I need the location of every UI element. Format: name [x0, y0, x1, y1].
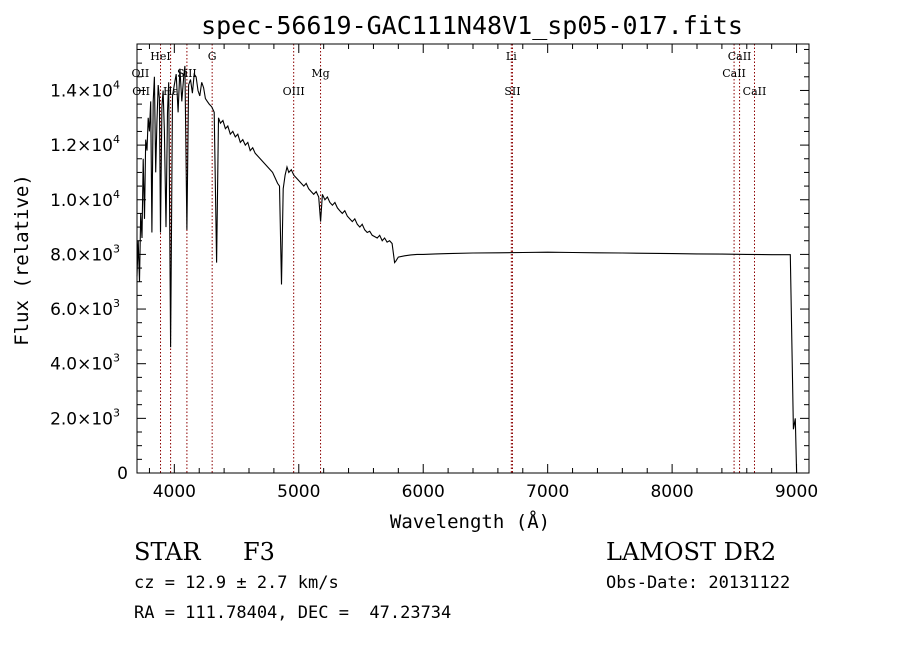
spectral-line-labels: HeI SiII G OII OII Hε Mg OIII Li SII CaII CaII CaII	[132, 50, 767, 98]
coordinates: RA = 111.78404, DEC = 47.23734	[134, 603, 452, 623]
line-label: SiII	[177, 67, 197, 80]
plot-frame	[136, 43, 810, 474]
line-label: CaII	[743, 85, 767, 98]
line-label: G	[208, 50, 217, 63]
y-tick-label: 0	[117, 464, 128, 484]
subclass: F3	[243, 538, 275, 566]
line-label: OII	[132, 85, 150, 98]
line-label: CaII	[728, 50, 752, 63]
line-label: OII	[132, 67, 150, 80]
x-tick-label: 5000	[277, 482, 320, 502]
x-tick-label: 7000	[526, 482, 569, 502]
x-axis: 4000 5000 6000 7000 8000 9000	[148, 44, 818, 502]
obs-date: Obs-Date: 20131122	[606, 573, 791, 593]
line-label: HeI	[150, 50, 170, 63]
y-axis: 0 2.0×103 4.0×103 6.0×103 8.0×103 1.0×104 1.2×…	[50, 48, 809, 484]
line-label: Hε	[163, 85, 179, 98]
redshift-text: cz = 12.9 ± 2.7 km/s	[134, 573, 339, 593]
y-tick-label: 1.2×104	[50, 133, 120, 156]
spectrum-line	[136, 65, 798, 474]
x-axis-label: Wavelength (Å)	[390, 510, 550, 533]
x-tick-label: 4000	[153, 482, 196, 502]
line-label: SII	[504, 85, 520, 98]
y-axis-label: Flux (relative)	[11, 174, 33, 346]
y-tick-label: 6.0×103	[50, 297, 120, 320]
x-tick-label: 8000	[650, 482, 693, 502]
chart-title: spec-56619-GAC111N48V1_sp05-017.fits	[201, 11, 743, 40]
y-tick-label: 2.0×103	[50, 406, 120, 429]
spectral-line-markers	[160, 44, 755, 473]
x-tick-label: 9000	[775, 482, 818, 502]
x-tick-label: 6000	[402, 482, 445, 502]
line-label: Mg	[311, 67, 329, 80]
line-label: OIII	[283, 85, 305, 98]
y-tick-label: 4.0×103	[50, 352, 120, 375]
object-class: STAR	[134, 538, 201, 566]
line-label: CaII	[722, 67, 746, 80]
y-tick-label: 1.0×104	[50, 188, 120, 211]
line-label: Li	[506, 50, 517, 63]
y-tick-label: 8.0×103	[50, 242, 120, 265]
y-tick-label: 1.4×104	[50, 78, 120, 101]
survey-name: LAMOST DR2	[606, 538, 777, 566]
